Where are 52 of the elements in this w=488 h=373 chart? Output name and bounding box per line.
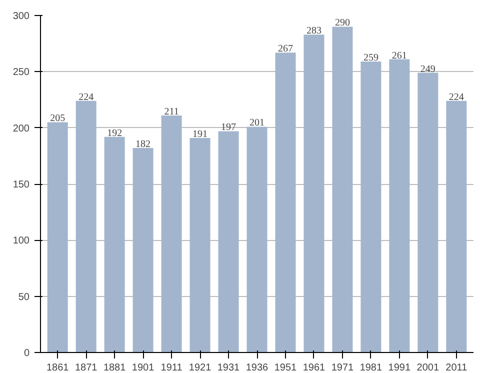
data-label: 267 xyxy=(278,44,293,55)
data-label: 205 xyxy=(50,113,66,124)
bar xyxy=(360,62,382,352)
bar xyxy=(190,138,210,352)
bar xyxy=(218,131,239,352)
y-tick-label: 0 xyxy=(24,348,30,359)
bar xyxy=(332,26,353,352)
y-tick-label: 300 xyxy=(12,11,30,22)
x-tick-label: 1901 xyxy=(132,362,155,373)
x-tick-label: 1881 xyxy=(103,362,126,373)
data-label: 201 xyxy=(250,118,264,129)
y-tick-label: 100 xyxy=(12,236,30,247)
x-tick-label: 1861 xyxy=(46,362,70,373)
bar xyxy=(104,136,125,352)
data-label: 259 xyxy=(363,52,378,64)
data-label: 197 xyxy=(221,122,236,134)
data-label: 224 xyxy=(78,92,94,103)
bar xyxy=(275,52,296,352)
x-tick-label: 1931 xyxy=(217,362,240,373)
data-label: 290 xyxy=(334,18,350,29)
bar xyxy=(446,100,467,352)
data-label: 191 xyxy=(192,128,208,140)
x-tick-label: 2001 xyxy=(416,362,440,373)
data-label: 249 xyxy=(420,64,436,75)
bar xyxy=(246,126,268,352)
x-tick-label: 1961 xyxy=(302,362,326,373)
y-tick-label: 200 xyxy=(12,123,30,134)
y-tick-label: 150 xyxy=(12,180,30,190)
x-tick-label: 1981 xyxy=(360,362,383,373)
bar xyxy=(161,115,182,352)
bar xyxy=(304,34,324,352)
x-tick-label: 1921 xyxy=(188,362,212,373)
x-tick-label: 1971 xyxy=(331,362,354,373)
y-tick-label: 50 xyxy=(18,292,30,303)
x-tick-label: 1911 xyxy=(160,362,183,373)
bar xyxy=(76,100,96,352)
data-label: 283 xyxy=(306,26,322,37)
x-tick-label: 2011 xyxy=(446,362,468,373)
data-label: 211 xyxy=(164,106,179,118)
data-label: 192 xyxy=(107,128,122,139)
x-tick-label: 1936 xyxy=(246,362,269,373)
data-label: 182 xyxy=(136,139,151,150)
bar xyxy=(389,59,410,352)
y-tick-label: 250 xyxy=(12,67,30,78)
data-label: 261 xyxy=(392,50,407,62)
x-tick-label: 1951 xyxy=(274,362,298,373)
bar xyxy=(47,122,68,352)
data-label: 224 xyxy=(448,92,464,103)
x-tick-label: 1991 xyxy=(388,362,411,373)
bar xyxy=(132,148,154,352)
x-tick-label: 1871 xyxy=(74,362,98,373)
bar xyxy=(418,72,438,352)
